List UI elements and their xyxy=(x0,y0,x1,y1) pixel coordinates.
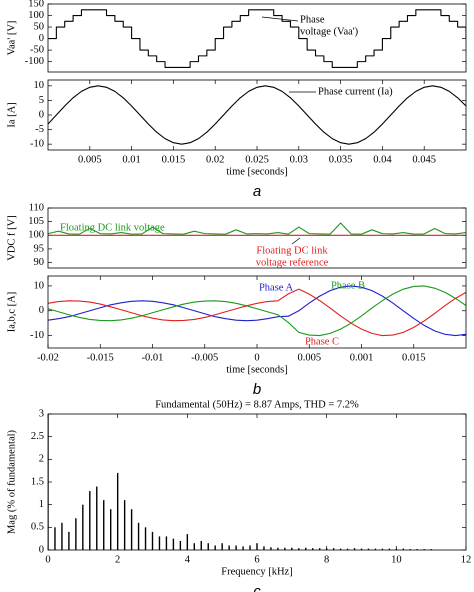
y-tick-label: 5 xyxy=(39,95,44,106)
plot-frame xyxy=(47,3,467,73)
x-tick-label: 0 xyxy=(45,554,50,565)
x-tick-label: 10 xyxy=(391,554,402,565)
series-label: Phase C xyxy=(305,336,339,347)
y-tick-label: 2 xyxy=(39,454,44,465)
trace xyxy=(48,285,466,337)
y-tick-label: 1 xyxy=(39,499,44,510)
y-tick-label: 0.5 xyxy=(31,522,44,533)
x-tick-label: 0.02 xyxy=(206,154,224,165)
x-tick-label: 0.015 xyxy=(402,352,426,363)
x-tick-label: 0.045 xyxy=(412,154,436,165)
trace xyxy=(48,9,466,68)
plot-frame xyxy=(47,413,467,551)
trace xyxy=(48,85,466,145)
x-tick-label: 0.025 xyxy=(245,154,269,165)
x-tick-label: 8 xyxy=(324,554,329,565)
x-tick-label: 0.04 xyxy=(373,154,392,165)
x-tick-label: 0.001 xyxy=(350,352,374,363)
y-tick-label: 10 xyxy=(34,80,45,91)
x-tick-label: -0.02 xyxy=(37,352,59,363)
trace xyxy=(48,222,466,235)
annotation: Phase current (Ia) xyxy=(318,86,393,97)
x-tick-label: 0 xyxy=(254,352,259,363)
y-tick-label: 0 xyxy=(39,109,44,120)
series-label: Phase B xyxy=(331,280,365,291)
y-tick-label: -5 xyxy=(35,124,44,135)
y-tick-label: 100 xyxy=(28,10,44,21)
x-tick-label: 0.035 xyxy=(329,154,353,165)
y-axis-label: Vaa' [V] xyxy=(6,21,17,56)
x-axis-label: time [seconds] xyxy=(226,166,288,177)
y-tick-label: -50 xyxy=(30,45,44,56)
y-tick-label: 3 xyxy=(39,408,44,419)
plot-frame xyxy=(47,275,467,349)
arrow xyxy=(261,16,299,22)
y-tick-label: 0 xyxy=(39,33,44,44)
x-tick-label: 4 xyxy=(185,554,191,565)
chart-title: Fundamental (50Hz) = 8.87 Amps, THD = 7.… xyxy=(155,399,359,410)
annotation: voltage (Vaa') xyxy=(300,26,359,37)
x-tick-label: 0.03 xyxy=(290,154,308,165)
plot-frame xyxy=(47,79,467,151)
annotation: Phase xyxy=(300,14,325,25)
y-tick-label: 2.5 xyxy=(31,431,44,442)
x-axis-label: time [seconds] xyxy=(226,364,288,375)
y-tick-label: -10 xyxy=(30,139,44,150)
annotation: voltage reference xyxy=(256,257,329,268)
y-tick-label: 10 xyxy=(34,280,45,291)
y-axis-label: Ia,b,c [A] xyxy=(6,292,17,333)
y-axis-label: Mag (% of fundamental) xyxy=(6,429,17,534)
y-tick-label: 50 xyxy=(34,21,45,32)
x-tick-label: 6 xyxy=(254,554,259,565)
y-tick-label: 1.5 xyxy=(31,476,44,487)
y-tick-label: 95 xyxy=(34,243,45,254)
x-axis-label: Frequency [kHz] xyxy=(221,566,292,577)
y-tick-label: 150 xyxy=(28,0,44,9)
y-tick-label: 100 xyxy=(28,230,44,241)
x-tick-label: 0.015 xyxy=(162,154,186,165)
y-tick-label: 90 xyxy=(34,257,45,268)
x-tick-label: 2 xyxy=(115,554,120,565)
x-tick-label: -0.01 xyxy=(142,352,164,363)
annotation: Floating DC link voltage xyxy=(60,222,165,233)
trace xyxy=(48,285,466,337)
annotation: Floating DC link xyxy=(256,245,328,256)
y-tick-label: 0 xyxy=(39,305,44,316)
series-label: Phase A xyxy=(259,282,294,293)
y-tick-label: -10 xyxy=(30,330,44,341)
panel-label: c xyxy=(253,583,261,592)
x-tick-label: -0.005 xyxy=(191,352,218,363)
y-tick-label: 105 xyxy=(28,216,44,227)
y-tick-label: -100 xyxy=(25,56,44,67)
x-tick-label: 0.005 xyxy=(78,154,102,165)
panel-label: b xyxy=(253,381,261,398)
x-tick-label: 0.005 xyxy=(297,352,321,363)
y-tick-label: 110 xyxy=(29,202,44,213)
y-axis-label: VDC f [V] xyxy=(6,215,17,261)
arrow xyxy=(291,237,301,245)
x-tick-label: 12 xyxy=(461,554,472,565)
x-tick-label: 0.01 xyxy=(122,154,140,165)
plot-frame xyxy=(47,207,467,269)
trace xyxy=(48,288,466,337)
x-tick-label: -0.015 xyxy=(87,352,114,363)
panel-label: a xyxy=(253,183,261,200)
y-axis-label: Ia [A] xyxy=(6,102,17,127)
y-tick-label: 0 xyxy=(39,544,44,555)
